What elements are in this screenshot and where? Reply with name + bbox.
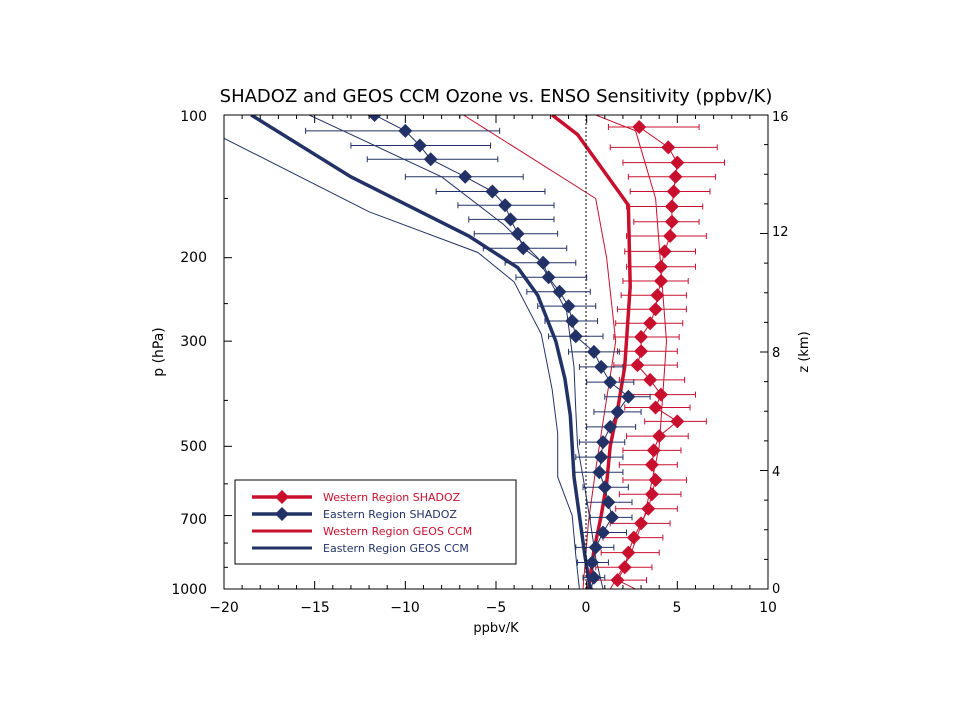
y-tick-labels: 100 200 300 500 700 1000	[171, 109, 207, 598]
y2-tick-label: 0	[772, 582, 780, 597]
y2-tick-label: 16	[772, 110, 789, 125]
model-upper-line	[308, 115, 604, 589]
legend-label: Western Region GEOS CCM	[323, 525, 472, 538]
sonde-markers	[367, 115, 685, 617]
axis-ticks	[223, 114, 769, 590]
legend-box	[234, 479, 517, 565]
error-bar	[579, 589, 603, 595]
x-tick-label: −20	[209, 600, 239, 616]
y-tick-label: 700	[180, 512, 207, 528]
legend-label: Eastern Region SHADOZ	[323, 508, 457, 521]
legend: Western Region SHADOZ Eastern Region SHA…	[234, 479, 517, 565]
diamond-marker	[647, 588, 650, 589]
legend-label: Eastern Region GEOS CCM	[323, 542, 469, 555]
y2-tick-label: 4	[772, 465, 780, 480]
x-tick-label: 5	[673, 600, 682, 616]
error-bar	[626, 203, 704, 210]
plot-area	[224, 115, 725, 617]
chart-title: SHADOZ and GEOS CCM Ozone vs. ENSO Sensi…	[220, 86, 773, 107]
y-tick-label: 100	[180, 109, 207, 125]
model-mean-line	[250, 115, 593, 589]
y2-tick-labels: 0 4 8 12 16	[772, 110, 789, 597]
legend-swatch	[252, 490, 312, 504]
diamond-marker	[586, 585, 594, 589]
sonde-line	[374, 115, 630, 589]
sonde-line	[616, 126, 679, 589]
model-lower-line	[224, 137, 580, 589]
y2-axis-label: z (km)	[797, 331, 812, 372]
y2-tick-label: 12	[772, 225, 789, 240]
legend-label: Western Region SHADOZ	[323, 491, 461, 504]
y-axis-label: p (hPa)	[151, 327, 167, 377]
x-tick-labels: −20 −15 −10 −5 0 5 10	[209, 600, 777, 616]
y-tick-label: 500	[180, 439, 207, 455]
legend-swatches	[252, 490, 312, 550]
x-tick-label: −15	[300, 600, 330, 616]
error-bar	[592, 604, 608, 610]
diamond-marker	[632, 119, 647, 134]
x-tick-label: −10	[390, 600, 420, 616]
diamond-marker	[594, 600, 608, 614]
diamond-marker	[656, 603, 670, 617]
legend-swatch	[252, 507, 312, 521]
x-tick-label: 10	[759, 600, 777, 616]
y2-tick-label: 8	[772, 346, 780, 361]
error-bar	[607, 123, 700, 130]
x-axis-label: ppbv/K	[473, 621, 519, 636]
x-tick-label: −5	[486, 600, 507, 616]
x-tick-label: 0	[582, 600, 591, 616]
y-tick-label: 300	[180, 334, 207, 350]
y-tick-label: 200	[180, 250, 207, 266]
error-bar	[621, 592, 672, 598]
y-tick-label: 1000	[171, 582, 207, 598]
